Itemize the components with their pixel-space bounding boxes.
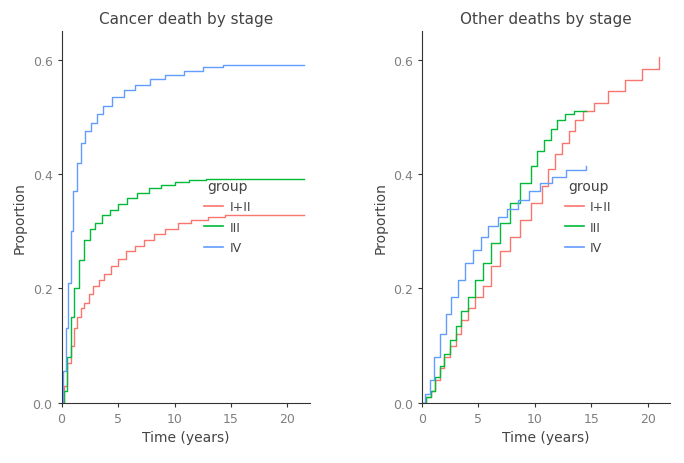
Legend: I+II, III, IV: I+II, III, IV <box>565 179 611 255</box>
X-axis label: Time (years): Time (years) <box>502 430 590 444</box>
Y-axis label: Proportion: Proportion <box>373 182 387 253</box>
Title: Cancer death by stage: Cancer death by stage <box>98 12 273 27</box>
Legend: I+II, III, IV: I+II, III, IV <box>205 179 251 255</box>
X-axis label: Time (years): Time (years) <box>142 430 230 444</box>
Y-axis label: Proportion: Proportion <box>13 182 27 253</box>
Title: Other deaths by stage: Other deaths by stage <box>460 12 632 27</box>
